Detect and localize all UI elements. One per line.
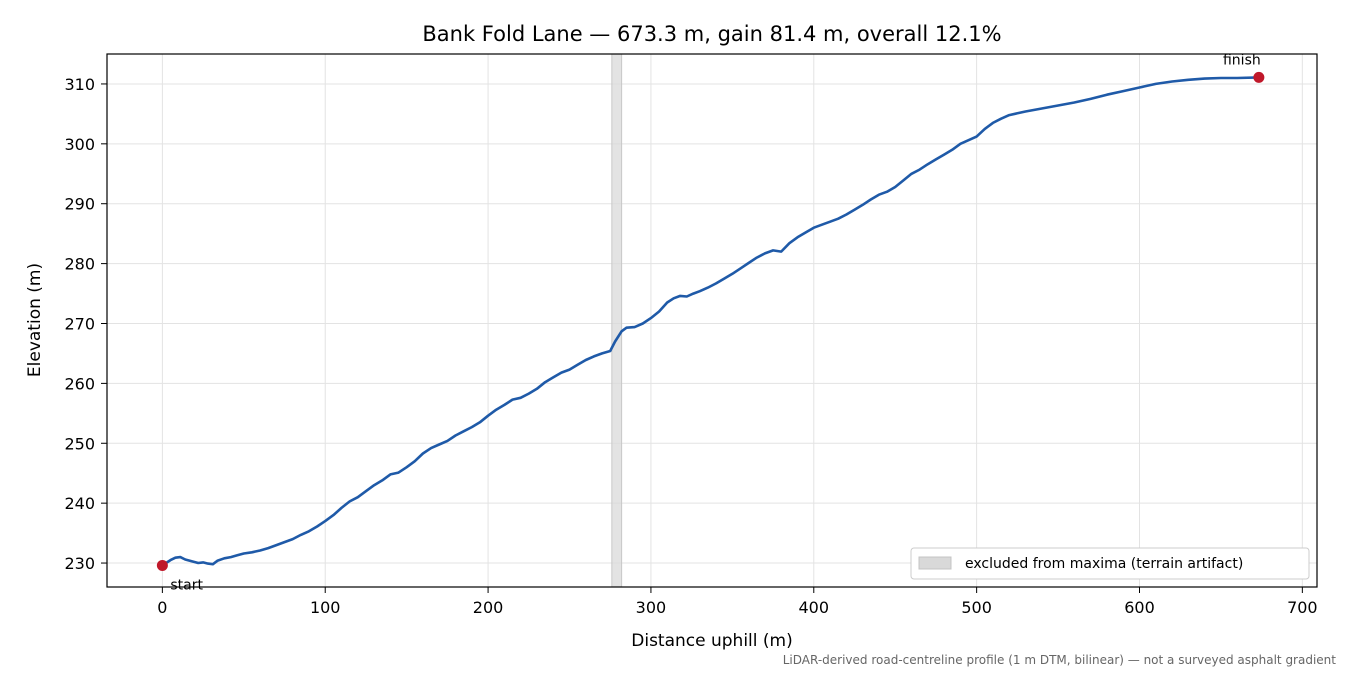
excluded-band xyxy=(611,53,623,588)
y-tick-label: 310 xyxy=(64,75,95,94)
x-axis-ticks: 0 100 200 300 400 500 600 700 xyxy=(157,587,1318,617)
finish-point xyxy=(1253,71,1265,83)
legend: excluded from maxima (terrain artifact) xyxy=(910,547,1310,580)
legend-box xyxy=(910,547,1310,580)
grid xyxy=(107,54,1317,587)
profile-line-layer xyxy=(161,76,1261,567)
excluded-band-layer xyxy=(611,53,623,588)
endpoint-layer: start finish xyxy=(156,52,1265,593)
x-tick-label: 200 xyxy=(473,598,504,617)
y-tick-label: 250 xyxy=(64,434,95,453)
y-tick-label: 290 xyxy=(64,195,95,214)
footnote: LiDAR-derived road-centreline profile (1… xyxy=(783,653,1337,667)
chart-title: Bank Fold Lane — 673.3 m, gain 81.4 m, o… xyxy=(422,22,1001,46)
x-axis-label: Distance uphill (m) xyxy=(631,631,792,651)
start-label: start xyxy=(170,577,203,593)
y-tick-label: 300 xyxy=(64,135,95,154)
x-tick-label: 700 xyxy=(1287,598,1318,617)
x-tick-label: 400 xyxy=(799,598,830,617)
plot-frame xyxy=(106,53,1318,588)
x-tick-label: 100 xyxy=(310,598,341,617)
y-axis-ticks: 230 240 250 260 270 280 290 300 310 xyxy=(64,75,107,573)
x-tick-label: 0 xyxy=(157,598,167,617)
finish-label: finish xyxy=(1223,52,1261,68)
start-point xyxy=(156,559,168,571)
y-tick-label: 280 xyxy=(64,255,95,274)
elevation-profile-line xyxy=(161,76,1261,567)
y-tick-label: 230 xyxy=(64,554,95,573)
y-tick-label: 270 xyxy=(64,314,95,333)
y-axis-label: Elevation (m) xyxy=(25,263,45,377)
x-tick-label: 300 xyxy=(636,598,667,617)
x-tick-label: 600 xyxy=(1124,598,1155,617)
legend-label: excluded from maxima (terrain artifact) xyxy=(965,556,1243,572)
y-tick-label: 240 xyxy=(64,494,95,513)
legend-swatch xyxy=(918,556,952,570)
x-tick-label: 500 xyxy=(961,598,992,617)
y-tick-label: 260 xyxy=(64,374,95,393)
